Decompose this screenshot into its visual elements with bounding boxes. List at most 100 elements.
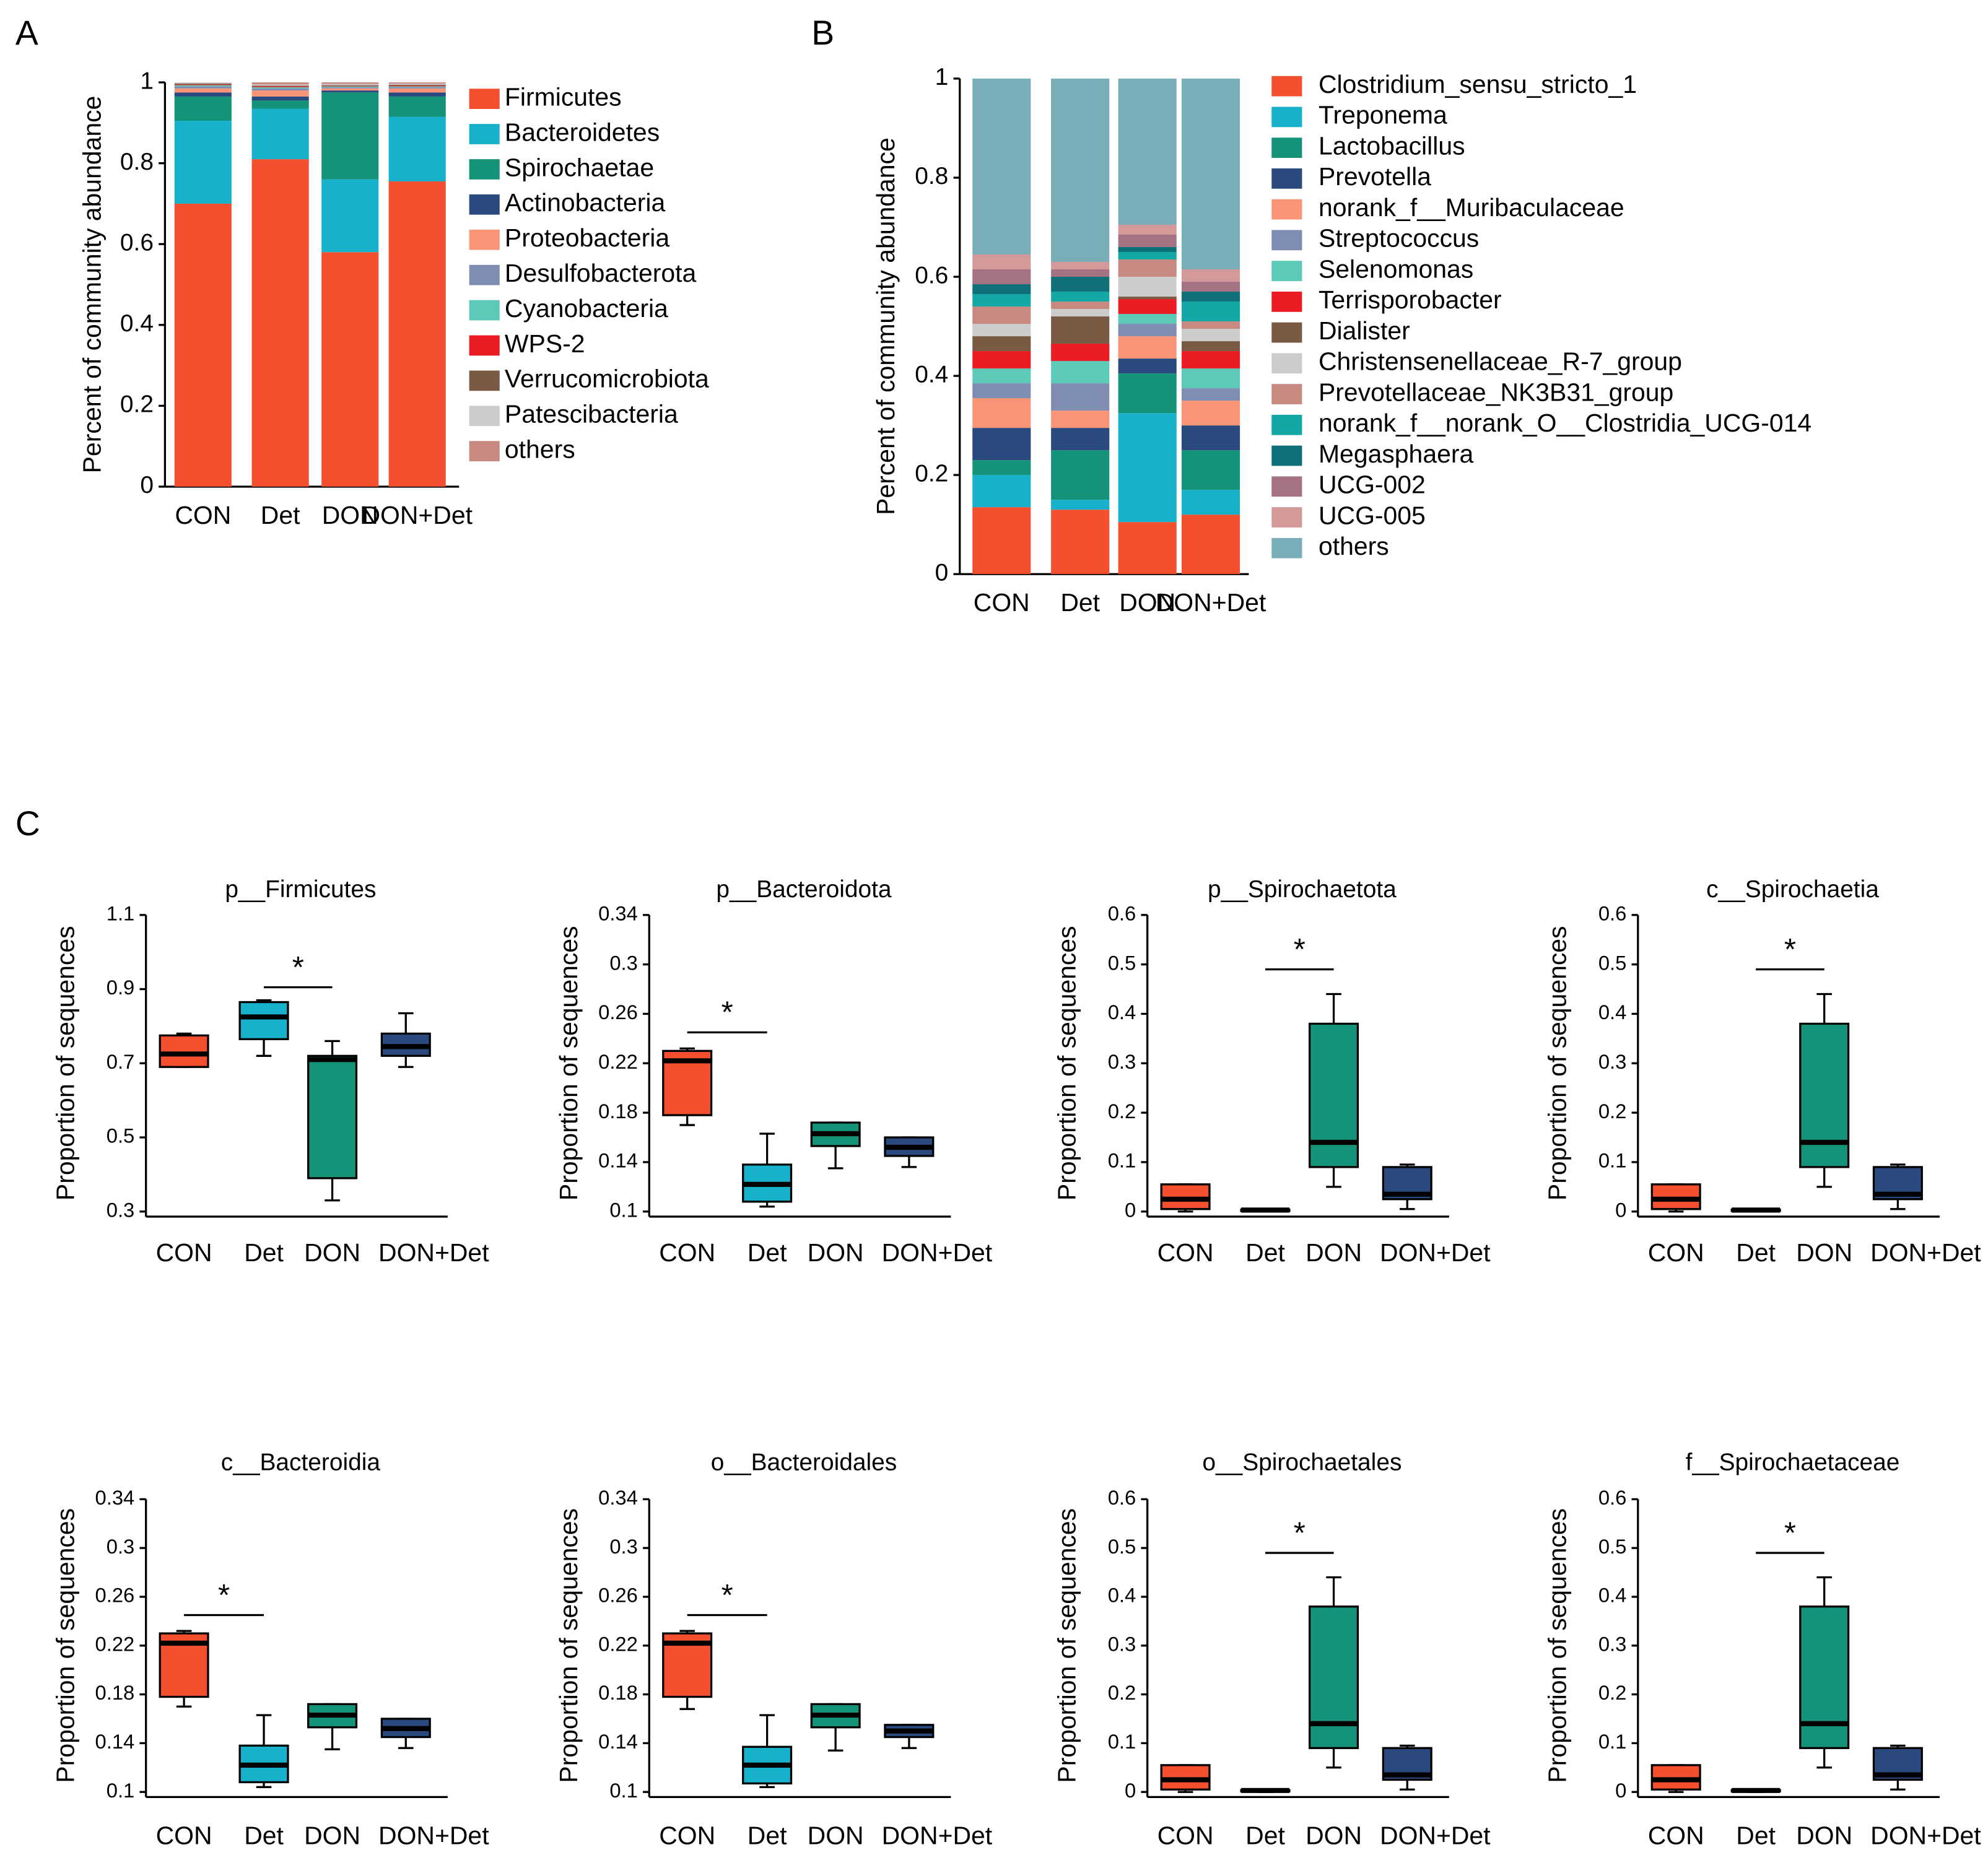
bar-segment: [1181, 269, 1240, 282]
y-axis-label: Proportion of sequences: [554, 1508, 583, 1783]
bar-segment: [1181, 341, 1240, 352]
y-tick-label: 1: [140, 67, 154, 94]
bar-segment: [174, 121, 232, 204]
bar-segment: [1181, 425, 1240, 451]
y-tick-label: 0.3: [107, 1535, 135, 1558]
x-tick-label: Det: [1245, 1238, 1285, 1267]
bar-segment: [251, 96, 309, 101]
y-tick-label: 0.7: [107, 1050, 135, 1073]
x-tick-label: DON: [808, 1822, 864, 1850]
bar-segment: [1118, 78, 1177, 225]
x-tick-label: Det: [261, 501, 300, 529]
legend-label: others: [1319, 532, 1389, 560]
y-tick-label: 0.6: [1598, 901, 1627, 924]
legend-label: Patescibacteria: [505, 400, 678, 428]
x-tick-label: DON: [1306, 1238, 1362, 1267]
legend-label: Cyanobacteria: [505, 294, 668, 323]
legend-label: WPS-2: [505, 329, 585, 358]
x-tick-label: DON+Det: [1870, 1238, 1981, 1267]
legend-label: Desulfobacterota: [505, 259, 697, 287]
y-tick-label: 0.6: [120, 229, 154, 256]
box: [1799, 1605, 1850, 1749]
bar-segment: [321, 85, 379, 86]
bar-segment: [1118, 259, 1177, 277]
x-tick-label: DON+Det: [1870, 1822, 1981, 1850]
bar-segment: [972, 324, 1031, 337]
legend-label: Actinobacteria: [505, 188, 666, 217]
chart-title: p__Bacteroidota: [716, 876, 892, 903]
bar-segment: [251, 108, 309, 160]
y-tick-label: 0.5: [1108, 1535, 1136, 1558]
y-axis-label: Proportion of sequences: [51, 1508, 80, 1783]
bar-segment: [321, 90, 379, 93]
x-tick-label: CON: [974, 588, 1030, 617]
y-tick-label: 0: [1615, 1198, 1626, 1221]
bar-segment: [1051, 428, 1110, 451]
x-tick-label: DON: [304, 1238, 360, 1267]
y-tick-label: 0.4: [1598, 1001, 1627, 1023]
legend-label: Spirochaetae: [505, 153, 654, 181]
x-tick-label: Det: [748, 1238, 787, 1267]
y-tick-label: 0.14: [95, 1730, 135, 1753]
bar-segment: [321, 88, 379, 91]
legend-swatch: [469, 300, 500, 321]
y-tick-label: 0.4: [1108, 1584, 1136, 1607]
box: [1309, 1022, 1359, 1168]
y-tick-label: 0.3: [609, 951, 638, 974]
y-axis-label: Proportion of sequences: [1053, 1508, 1081, 1783]
legend-label: UCG-002: [1319, 471, 1426, 499]
y-tick-label: 0.2: [915, 460, 948, 487]
bar-segment: [1118, 252, 1177, 260]
bar-segment: [321, 84, 379, 85]
bar-segment: [1118, 277, 1177, 297]
y-axis-label: Proportion of sequences: [554, 926, 583, 1201]
x-tick-label: DON+Det: [378, 1238, 489, 1267]
bar-segment: [174, 203, 232, 487]
bar-segment: [972, 460, 1031, 476]
bar-segment: [1118, 224, 1177, 235]
bar-segment: [972, 306, 1031, 324]
y-tick-label: 0.8: [120, 149, 154, 175]
legend-swatch: [1271, 168, 1302, 189]
legend-label: Lactobacillus: [1319, 131, 1465, 160]
bar-segment: [321, 92, 379, 180]
y-tick-label: 0.1: [609, 1198, 638, 1221]
bar-segment: [1118, 324, 1177, 337]
legend-swatch: [469, 406, 500, 427]
legend-swatch: [1271, 199, 1302, 220]
box: [1799, 1022, 1850, 1168]
legend-swatch: [1271, 476, 1302, 497]
y-tick-label: 0.2: [1108, 1100, 1136, 1123]
bar-segment: [972, 428, 1031, 461]
y-tick-label: 0: [935, 559, 949, 586]
y-tick-label: 1: [935, 64, 949, 90]
bar-segment: [972, 368, 1031, 384]
bar-segment: [388, 181, 446, 487]
legend-label: Firmicutes: [505, 82, 622, 111]
legend-swatch: [469, 370, 500, 391]
x-tick-label: DON+Det: [1380, 1238, 1491, 1267]
box: [238, 1001, 289, 1040]
chart-title: p__Spirochaetota: [1208, 876, 1397, 903]
x-tick-label: DON+Det: [1156, 588, 1266, 617]
bar-segment: [388, 92, 446, 97]
legend-label: others: [505, 435, 575, 463]
x-tick-label: CON: [156, 1238, 212, 1267]
y-tick-label: 0.1: [1598, 1149, 1627, 1172]
legend-swatch: [1271, 291, 1302, 312]
significance-label: *: [292, 951, 304, 984]
bar-segment: [1051, 277, 1110, 292]
x-tick-label: DON: [322, 501, 378, 529]
y-axis-label: Proportion of sequences: [1543, 926, 1572, 1201]
y-tick-label: 0: [1125, 1198, 1136, 1221]
legend-swatch: [1271, 106, 1302, 128]
y-tick-label: 0: [1615, 1779, 1626, 1802]
y-tick-label: 0.5: [107, 1124, 135, 1147]
y-tick-label: 0.4: [120, 310, 154, 337]
y-axis-label: Percent of community abundance: [78, 96, 107, 474]
x-tick-label: DON: [1796, 1822, 1852, 1850]
legend-swatch: [469, 124, 500, 144]
y-tick-label: 0.18: [598, 1681, 638, 1704]
y-tick-label: 0.14: [598, 1149, 638, 1172]
x-tick-label: CON: [1648, 1822, 1704, 1850]
